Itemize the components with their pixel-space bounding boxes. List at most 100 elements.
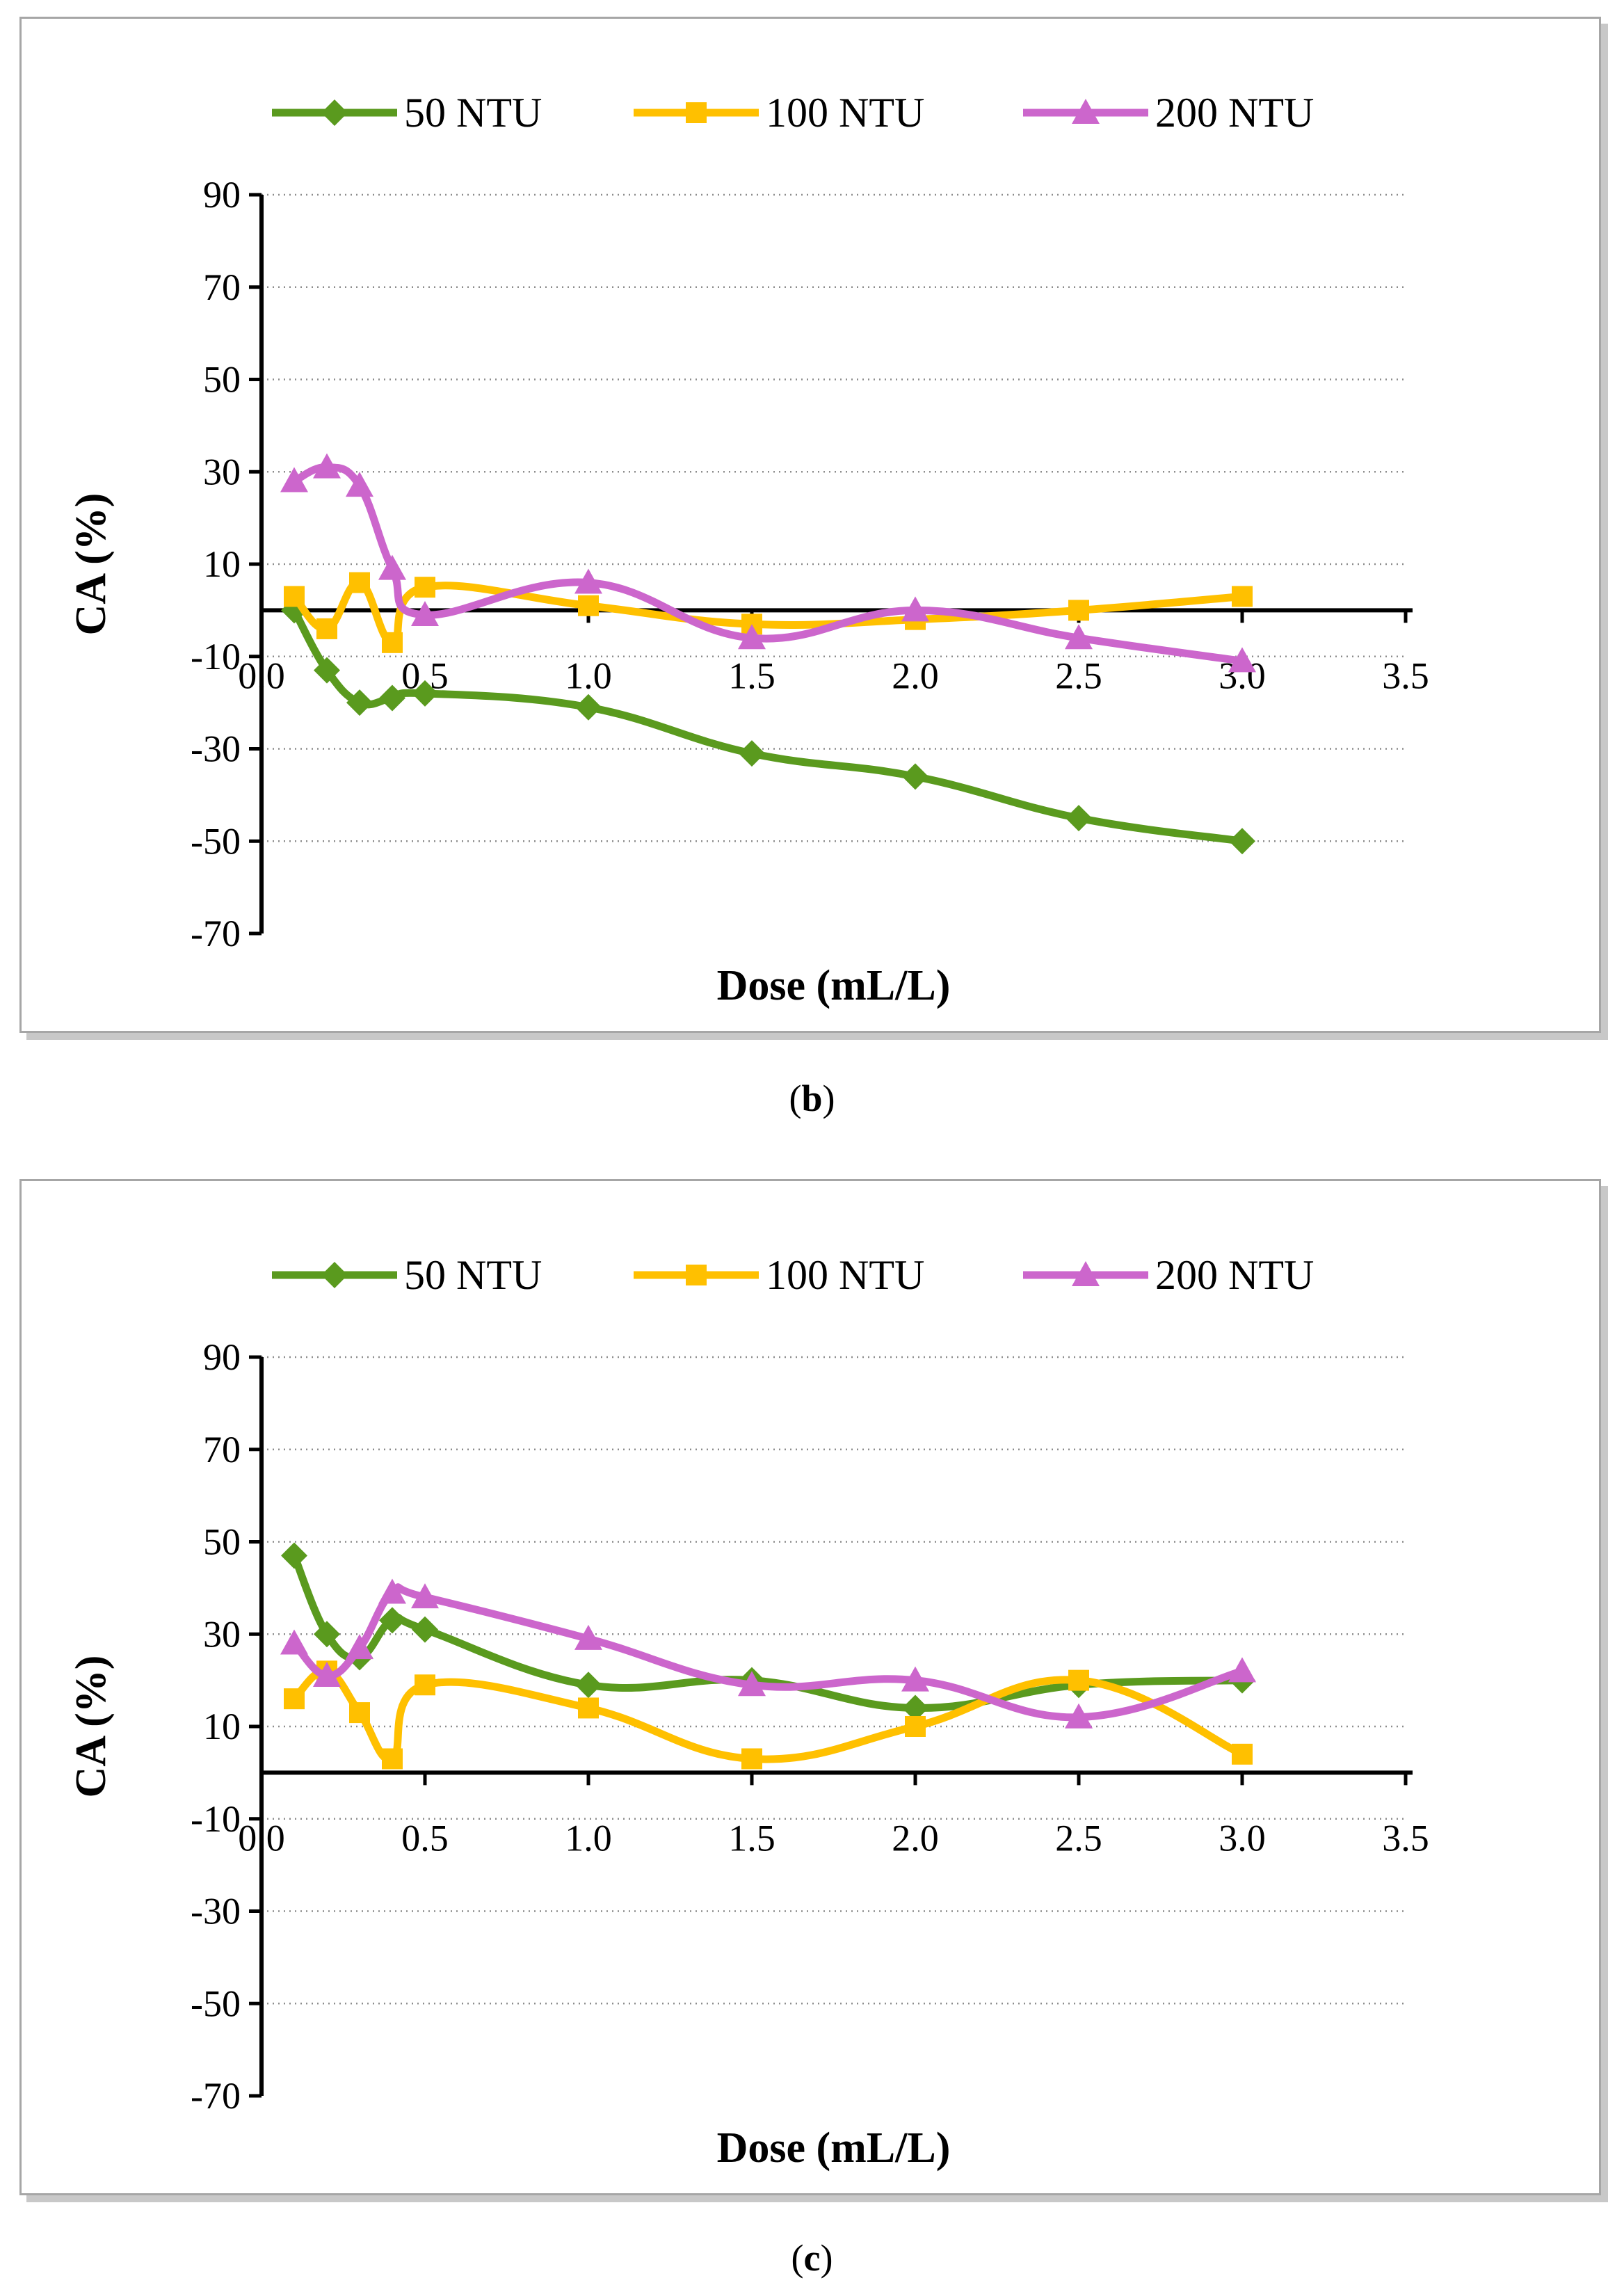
data-point xyxy=(574,1624,602,1650)
data-point xyxy=(578,1697,599,1719)
data-point xyxy=(346,472,373,497)
data-point xyxy=(314,1621,340,1648)
chart-c: 90 70 50 30 10 -10 -30 -50 -70 0.0 0.5 1.0 1.5 2.0 2.5… xyxy=(67,1252,1429,2172)
x-tick-label: 3.5 xyxy=(1382,1817,1429,1859)
legend-marker xyxy=(686,1265,707,1285)
y-tick-label: 30 xyxy=(203,451,241,492)
data-point xyxy=(1065,624,1093,650)
legend-marker xyxy=(321,99,348,126)
data-point xyxy=(346,689,373,716)
data-point xyxy=(382,632,403,653)
x-tick-label: 2.5 xyxy=(1055,655,1102,696)
data-point xyxy=(346,1634,373,1660)
y-tick-label: -70 xyxy=(191,913,241,954)
data-point xyxy=(284,1688,305,1710)
data-point xyxy=(349,1702,370,1724)
legend-marker xyxy=(686,102,707,123)
data-point xyxy=(1232,1743,1253,1765)
data-point xyxy=(575,1672,602,1699)
y-tick-label: -50 xyxy=(191,1982,241,2024)
y-tick-label: 90 xyxy=(203,174,241,216)
data-point xyxy=(738,1671,766,1697)
series-200-ntu xyxy=(280,1578,1256,1729)
legend-label: 200 NTU xyxy=(1155,1252,1314,1298)
data-point xyxy=(415,1674,435,1696)
data-point xyxy=(739,740,765,767)
x-tick-label: 0.0 xyxy=(238,655,285,696)
x-tick-label: 3.0 xyxy=(1219,1817,1266,1859)
y-tick-label: 10 xyxy=(203,543,241,585)
chart-panel-b: 90 70 50 30 10 -10 -30 -50 -70 0.0 0.5 1.0 1.5 2.0 2.5… xyxy=(19,17,1601,1033)
caption-b-open: ( xyxy=(789,1077,802,1119)
caption-b: (b) xyxy=(0,1077,1624,1120)
legend-label: 100 NTU xyxy=(766,90,924,136)
y-axis-title: CA (%) xyxy=(67,493,115,636)
caption-b-letter: b xyxy=(801,1077,823,1119)
data-point xyxy=(281,1542,307,1569)
y-tick-label: 10 xyxy=(203,1706,241,1747)
legend-label: 50 NTU xyxy=(404,90,542,136)
y-tick-label: -30 xyxy=(191,728,241,770)
data-point xyxy=(902,1694,928,1722)
series-100-ntu xyxy=(284,572,1253,653)
caption-c-letter: c xyxy=(803,2237,821,2279)
data-point xyxy=(349,572,370,593)
legend-marker xyxy=(1072,1261,1100,1286)
series-line xyxy=(290,463,1246,665)
data-point xyxy=(1229,828,1255,855)
caption-b-close: ) xyxy=(822,1077,835,1119)
data-point xyxy=(901,596,929,622)
x-tick-label: 1.5 xyxy=(728,655,775,696)
data-point xyxy=(905,1716,926,1737)
data-point xyxy=(575,694,602,721)
series-100-ntu xyxy=(284,1660,1253,1770)
legend-label: 200 NTU xyxy=(1155,90,1314,136)
x-tick-label: 2.5 xyxy=(1055,1817,1102,1859)
x-tick-label: 2.0 xyxy=(892,655,939,696)
data-point xyxy=(382,1748,403,1770)
y-tick-label: -10 xyxy=(191,1798,241,1840)
data-point xyxy=(1068,600,1089,621)
data-point xyxy=(280,467,308,492)
legend-label: 100 NTU xyxy=(766,1252,924,1298)
y-tick-label: 70 xyxy=(203,1429,241,1470)
data-point xyxy=(314,657,340,684)
data-point xyxy=(313,1661,341,1687)
x-tick-label: 1.0 xyxy=(565,655,612,696)
data-point xyxy=(378,554,406,580)
caption-c-open: ( xyxy=(791,2237,804,2279)
data-point xyxy=(1232,586,1253,607)
data-point xyxy=(379,1607,405,1634)
data-point xyxy=(379,684,405,712)
data-point xyxy=(574,568,602,594)
x-tick-label: 0.0 xyxy=(238,1817,285,1859)
y-tick-label: 30 xyxy=(203,1613,241,1655)
x-tick-label: 1.0 xyxy=(565,1817,612,1859)
data-point xyxy=(1068,1669,1089,1691)
series-50-ntu xyxy=(281,597,1255,855)
y-tick-label: 50 xyxy=(203,1521,241,1563)
y-tick-label: -30 xyxy=(191,1891,241,1932)
data-point xyxy=(902,763,928,790)
data-point xyxy=(411,1583,439,1609)
data-point xyxy=(578,595,599,616)
legend-entry: 50 NTU xyxy=(272,1252,542,1298)
x-tick-label: 3.5 xyxy=(1382,655,1429,696)
data-point xyxy=(280,1629,308,1655)
legend-entry: 50 NTU xyxy=(272,90,542,136)
data-point xyxy=(284,586,305,607)
legend-entry: 100 NTU xyxy=(634,1252,924,1298)
data-point xyxy=(1228,1657,1256,1683)
legend-entry: 200 NTU xyxy=(1023,90,1314,136)
legend-label: 50 NTU xyxy=(404,1252,542,1298)
data-point xyxy=(901,1666,929,1692)
x-tick-label: 1.5 xyxy=(728,1817,775,1859)
legend-marker xyxy=(1072,99,1100,124)
data-point xyxy=(1228,647,1256,673)
caption-c-close: ) xyxy=(820,2237,833,2279)
x-axis-title: Dose (mL/L) xyxy=(717,962,951,1009)
x-axis-title: Dose (mL/L) xyxy=(717,2124,951,2172)
chart-panel-c: 90 70 50 30 10 -10 -30 -50 -70 0.0 0.5 1.0 1.5 2.0 2.5… xyxy=(19,1179,1601,2195)
data-point xyxy=(316,618,337,639)
